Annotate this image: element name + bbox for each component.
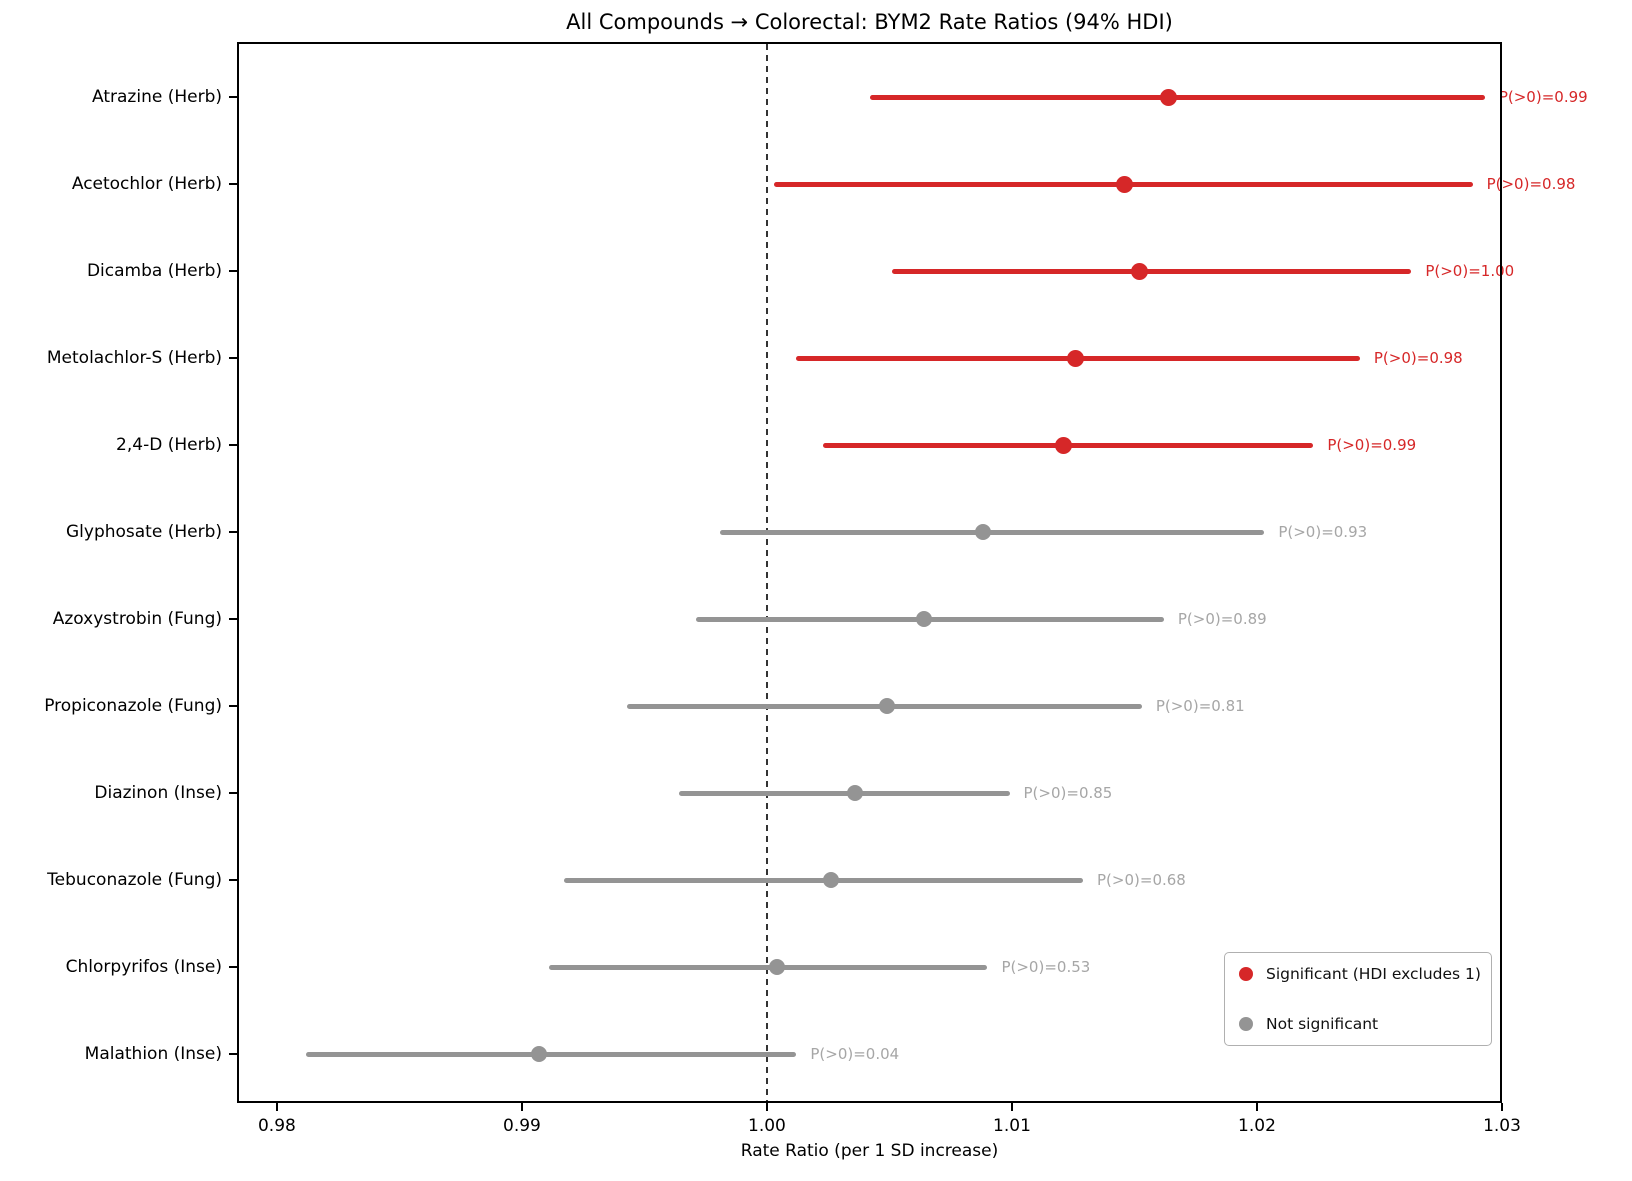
rate-ratio-point xyxy=(974,524,991,540)
hdi-errorbar xyxy=(720,529,1265,535)
rate-ratio-point xyxy=(915,611,932,627)
x-tick-mark xyxy=(765,1103,768,1111)
rate-ratio-point xyxy=(1054,436,1072,454)
y-tick-mark xyxy=(229,444,237,446)
x-tick-label: 1.00 xyxy=(748,1116,786,1136)
y-tick-mark xyxy=(229,183,237,185)
y-tick-mark xyxy=(229,792,237,794)
rate-ratio-point xyxy=(879,698,896,714)
y-tick-label: Metolachlor-S (Herb) xyxy=(46,348,222,368)
probability-annotation: P(>0)=0.99 xyxy=(1498,88,1588,106)
x-axis-title: Rate Ratio (per 1 SD increase) xyxy=(740,1141,999,1161)
probability-annotation: P(>0)=0.68 xyxy=(1097,871,1186,889)
probability-annotation: P(>0)=1.00 xyxy=(1425,262,1515,280)
hdi-errorbar xyxy=(891,268,1412,274)
rate-ratio-point xyxy=(768,959,785,975)
probability-annotation: P(>0)=0.85 xyxy=(1023,784,1113,802)
y-tick-mark xyxy=(229,618,237,620)
reference-line xyxy=(765,44,768,1101)
rate-ratio-point xyxy=(1067,349,1085,367)
x-tick-label: 1.02 xyxy=(1238,1116,1276,1136)
x-tick-label: 1.03 xyxy=(1483,1116,1521,1136)
legend: Significant (HDI excludes 1) Not signifi… xyxy=(1224,952,1492,1046)
y-tick-mark xyxy=(229,1053,237,1055)
x-tick-mark xyxy=(1010,1103,1013,1111)
not-significant-dot-icon xyxy=(1239,1017,1253,1031)
probability-annotation: P(>0)=0.99 xyxy=(1327,436,1417,454)
hdi-errorbar xyxy=(678,790,1010,796)
probability-annotation: P(>0)=0.98 xyxy=(1486,175,1576,193)
y-tick-label: 2,4-D (Herb) xyxy=(116,435,222,455)
legend-label-not-significant: Not significant xyxy=(1266,1015,1379,1033)
y-tick-mark xyxy=(229,96,237,98)
axes-frame xyxy=(237,42,1502,1103)
rate-ratio-point xyxy=(1130,262,1148,280)
y-tick-mark xyxy=(229,531,237,533)
probability-annotation: P(>0)=0.53 xyxy=(1001,958,1091,976)
y-tick-label: Diazinon (Inse) xyxy=(94,783,222,803)
significant-dot-icon xyxy=(1239,967,1253,981)
y-tick-mark xyxy=(229,966,237,968)
y-tick-label: Acetochlor (Herb) xyxy=(71,174,222,194)
x-tick-label: 0.98 xyxy=(257,1116,296,1136)
rate-ratio-point xyxy=(847,785,864,801)
y-tick-label: Chlorpyrifos (Inse) xyxy=(65,957,222,977)
probability-annotation: P(>0)=0.89 xyxy=(1177,610,1267,628)
rate-ratio-point xyxy=(531,1046,548,1062)
y-tick-label: Tebuconazole (Fung) xyxy=(47,870,222,890)
y-tick-mark xyxy=(229,357,237,359)
probability-annotation: P(>0)=0.04 xyxy=(810,1045,900,1063)
y-tick-label: Propiconazole (Fung) xyxy=(44,696,222,716)
probability-annotation: P(>0)=0.81 xyxy=(1155,697,1245,715)
plot-area: P(>0)=0.99 P(>0)=0.98 P(>0)=1.00 P(>0)=0.98… xyxy=(237,42,1588,1103)
y-tick-label: Glyphosate (Herb) xyxy=(65,522,222,542)
y-tick-mark xyxy=(229,270,237,272)
x-tick-mark xyxy=(1501,1103,1503,1111)
y-tick-mark xyxy=(229,879,237,881)
legend-item-not-significant: Not significant xyxy=(1239,1015,1477,1033)
y-tick-mark xyxy=(229,705,237,707)
y-tick-label: Atrazine (Herb) xyxy=(92,87,222,107)
rate-ratio-point xyxy=(822,872,839,888)
probability-annotation: P(>0)=0.98 xyxy=(1373,349,1463,367)
x-tick-mark xyxy=(275,1103,278,1111)
x-tick-label: 1.01 xyxy=(993,1116,1031,1136)
hdi-errorbar xyxy=(306,1051,797,1057)
hdi-errorbar xyxy=(869,94,1485,100)
rate-ratio-point xyxy=(1116,175,1134,193)
x-tick-mark xyxy=(1255,1103,1258,1111)
probability-annotation: P(>0)=0.93 xyxy=(1278,523,1368,541)
y-tick-label: Azoxystrobin (Fung) xyxy=(52,609,222,629)
x-tick-mark xyxy=(520,1103,523,1111)
x-tick-label: 0.99 xyxy=(503,1116,541,1136)
chart-title: All Compounds → Colorectal: BYM2 Rate Ra… xyxy=(566,10,1173,34)
hdi-errorbar xyxy=(548,964,988,970)
legend-label-significant: Significant (HDI excludes 1) xyxy=(1266,965,1481,983)
y-tick-label: Malathion (Inse) xyxy=(84,1044,222,1064)
y-tick-label: Dicamba (Herb) xyxy=(86,261,222,281)
legend-item-significant: Significant (HDI excludes 1) xyxy=(1239,965,1481,983)
rate-ratio-point xyxy=(1160,88,1178,106)
